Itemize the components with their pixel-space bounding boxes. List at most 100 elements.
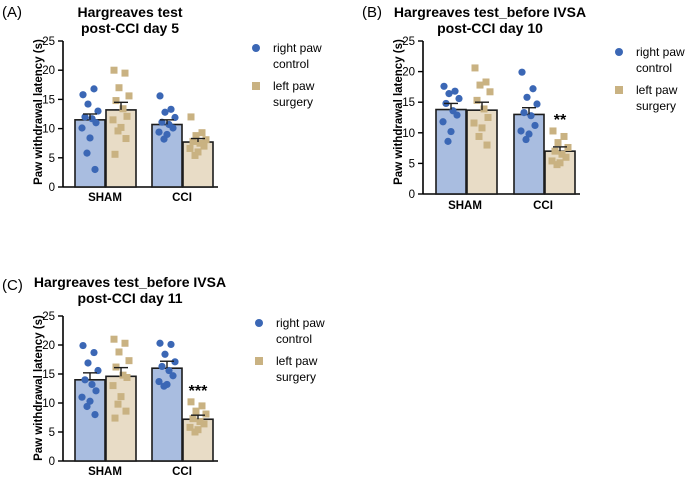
plot-area [74,66,214,188]
panel-label: (C) [2,277,23,294]
data-point [169,124,177,132]
data-point [109,382,117,390]
data-point [186,423,194,431]
data-point [110,335,118,343]
data-point [192,132,200,140]
y-tick-label: 0 [49,182,55,194]
y-axis: 0 5 10 15 20 25 [402,36,580,201]
data-point [476,81,484,89]
data-point [117,393,125,401]
data-point [91,165,99,174]
y-axis-label: Paw withdrawal latency (s) [33,315,45,461]
data-point [90,85,98,93]
data-point [517,127,525,135]
data-point [78,124,86,132]
data-point [533,100,541,108]
data-point [158,362,166,371]
data-point [520,109,528,117]
y-tick-label: 5 [49,153,55,165]
y-tick-label: 10 [42,398,55,410]
chart-title-line1: Hargreaves test [77,4,182,20]
x-axis: SHAM CCI [88,192,192,204]
data-point [81,113,89,121]
data-point [123,112,131,120]
data-point [84,359,92,367]
data-point [161,108,169,116]
chart-title-line2: post-CCI day 10 [437,20,543,36]
data-point [171,358,179,366]
y-tick-label: 25 [42,311,55,323]
data-point [529,85,537,93]
legend-marker-left [255,357,263,365]
data-point [189,137,197,145]
data-point [117,123,125,131]
data-point [444,137,452,145]
data-point [94,107,102,115]
significance-label: ** [554,112,567,129]
significance-label: *** [189,383,208,400]
data-point [564,143,572,151]
legend-label: surgery [273,95,313,109]
legend-label: right paw [273,41,322,55]
legend-label: left paw [636,83,678,97]
data-point [165,366,173,375]
data-point [114,127,122,135]
data-point [445,90,453,98]
data-point [167,340,175,349]
x-tick-label: CCI [172,192,192,204]
legend-marker-left [252,82,260,90]
data-point [119,105,127,113]
x-axis: SHAM CCI [448,200,553,212]
data-point [439,118,447,126]
data-point [111,150,119,158]
y-tick-label: 0 [49,456,55,468]
data-point [155,128,163,136]
data-point [478,124,486,132]
data-point [470,119,478,127]
y-axis: 0 5 10 15 20 25 [42,36,218,194]
data-point [91,411,99,419]
y-tick-label: 20 [402,67,415,79]
legend-marker-left [615,86,623,94]
legend-label: surgery [276,370,316,384]
chart-title-line2: post-CCI day 11 [77,290,182,306]
data-point [483,141,491,149]
data-point [455,94,463,103]
data-point [531,121,539,130]
y-axis-label: Paw withdrawal latency (s) [393,39,405,185]
panel-label: (A) [2,4,22,21]
y-tick-label: 20 [42,340,55,352]
legend-marker-right [615,48,623,56]
data-point [156,339,164,347]
data-point [111,414,119,422]
data-point [90,348,98,357]
data-point [86,134,94,142]
data-point [122,135,130,143]
data-point [482,78,490,86]
data-point [200,420,208,428]
data-point [200,142,208,150]
x-tick-label: CCI [172,466,192,478]
data-point [191,428,199,436]
y-tick-label: 0 [409,189,415,201]
legend-label: left paw [273,79,315,93]
data-point [451,87,459,95]
data-point [475,132,483,140]
data-point [114,400,122,408]
data-point [160,135,168,143]
legend-label: surgery [636,99,676,113]
y-tick-label: 15 [42,369,55,381]
legend-label: left paw [276,354,318,368]
data-point [81,376,89,384]
data-point [92,387,100,395]
data-point [554,139,562,147]
x-tick-label: SHAM [88,466,122,478]
data-point [79,91,87,99]
data-point [187,113,195,121]
data-point [115,84,123,92]
data-point [560,132,568,140]
data-point [156,92,164,100]
legend: right paw control left paw surgery [252,41,322,109]
data-point [480,105,488,113]
data-point [202,410,210,418]
